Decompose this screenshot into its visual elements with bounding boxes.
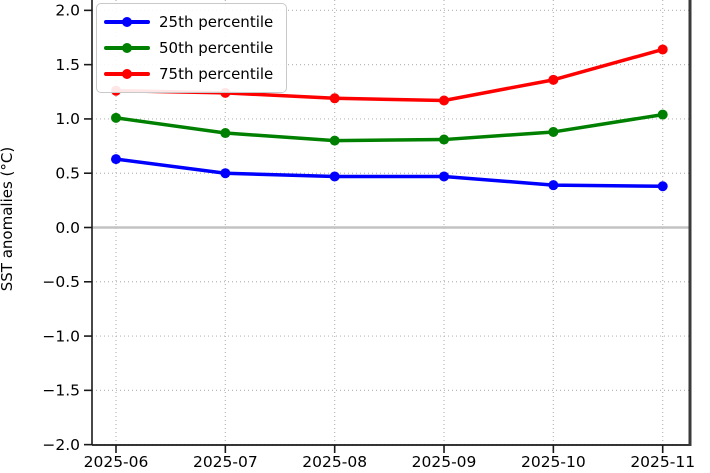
y-axis-label: SST anomalies (°C)	[0, 146, 16, 292]
data-point-25th-percentile	[220, 168, 231, 179]
data-point-75th-percentile	[439, 95, 450, 106]
y-tick-label: 2.0	[55, 2, 80, 20]
y-tick-label: −1.5	[42, 382, 80, 400]
legend-item-75th-percentile: 75th percentile	[104, 61, 273, 87]
data-point-75th-percentile	[329, 93, 340, 104]
data-point-25th-percentile	[111, 154, 121, 165]
data-point-50th-percentile	[657, 109, 668, 120]
series-line-25th-percentile	[114, 157, 665, 188]
data-point-75th-percentile	[657, 44, 668, 55]
data-point-50th-percentile	[548, 126, 559, 137]
x-tick-label: 2025-11	[630, 453, 695, 471]
y-tick-label: 0.0	[55, 219, 80, 237]
x-tick-label: 2025-08	[302, 453, 367, 471]
legend-item-50th-percentile: 50th percentile	[104, 35, 273, 61]
data-point-75th-percentile	[548, 74, 559, 85]
y-tick-label: 0.5	[55, 164, 80, 182]
x-tick-label: 2025-10	[521, 453, 586, 471]
legend-item-label: 50th percentile	[159, 39, 274, 57]
data-point-25th-percentile	[439, 171, 450, 182]
legend-item-label: 75th percentile	[159, 65, 274, 83]
data-point-50th-percentile	[439, 134, 450, 145]
data-point-25th-percentile	[657, 181, 668, 192]
data-point-25th-percentile	[548, 180, 559, 191]
legend-item-label: 25th percentile	[159, 13, 274, 31]
legend-line-sample-25th-percentile	[104, 17, 150, 27]
y-tick-label: 1.5	[55, 56, 80, 74]
data-point-50th-percentile	[220, 128, 231, 139]
series-line-50th-percentile	[114, 112, 665, 143]
x-tick-label: 2025-07	[193, 453, 258, 471]
y-tick-label: −1.0	[42, 327, 80, 345]
data-point-25th-percentile	[329, 171, 340, 182]
legend: 25th percentile 50th percentile 75th perce…	[96, 3, 288, 93]
legend-item-25th-percentile: 25th percentile	[104, 9, 273, 35]
y-tick-label: −0.5	[42, 273, 80, 291]
data-point-50th-percentile	[329, 135, 340, 146]
legend-line-sample-75th-percentile	[104, 69, 150, 79]
x-tick-label: 2025-06	[84, 453, 149, 471]
x-tick-label: 2025-09	[412, 453, 477, 471]
legend-line-sample-50th-percentile	[104, 43, 150, 53]
y-tick-label: −2.0	[42, 436, 80, 454]
data-point-50th-percentile	[111, 112, 121, 123]
y-tick-label: 1.0	[55, 110, 80, 128]
